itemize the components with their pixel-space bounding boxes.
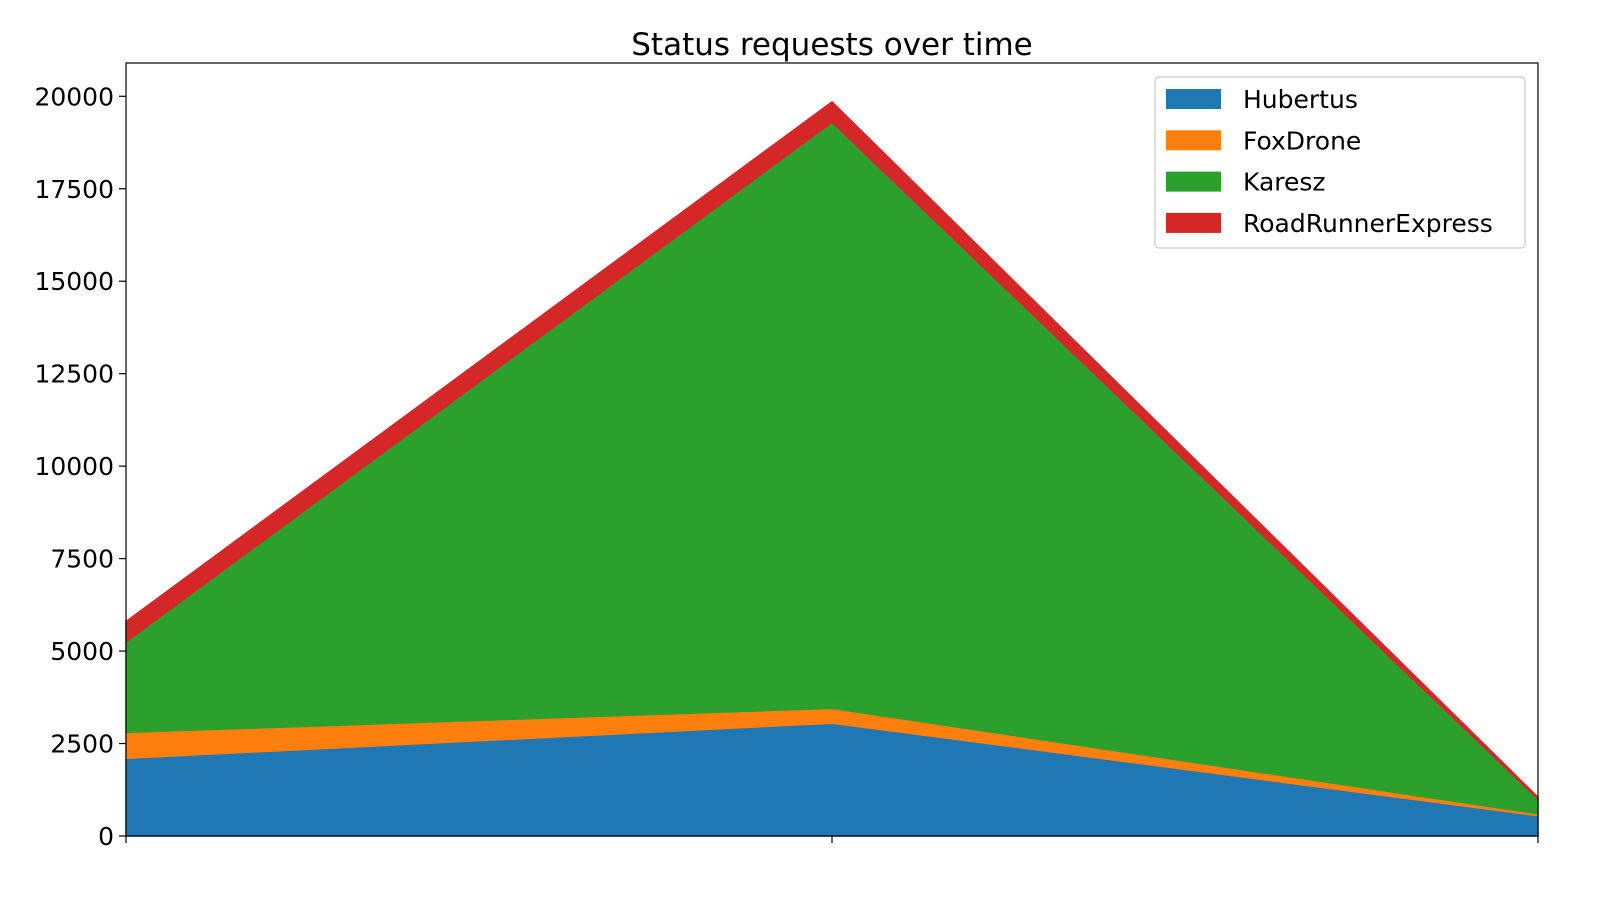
chart-title: Status requests over time — [631, 27, 1033, 63]
y-tick-label: 5000 — [50, 637, 114, 666]
y-tick-label: 2500 — [50, 730, 114, 759]
y-tick-label: 15000 — [34, 267, 114, 296]
legend-swatch-hubertus — [1166, 89, 1221, 109]
legend-label-karesz: Karesz — [1243, 168, 1326, 197]
legend-box — [1154, 76, 1526, 249]
y-tick-label: 12500 — [34, 360, 114, 389]
legend-swatch-roadrunnerexpress — [1166, 212, 1221, 233]
y-tick-label: 10000 — [34, 452, 114, 481]
legend: Hubertus FoxDrone Karesz RoadRunnerExpress — [1154, 76, 1526, 249]
legend-items: Hubertus FoxDrone Karesz RoadRunnerExpress — [1166, 85, 1493, 238]
legend-label-foxdrone: FoxDrone — [1243, 126, 1361, 155]
legend-label-roadrunnerexpress: RoadRunnerExpress — [1243, 209, 1493, 238]
legend-swatch-foxdrone — [1166, 130, 1221, 151]
y-tick-label: 7500 — [50, 545, 114, 574]
y-tick-label: 20000 — [34, 82, 114, 111]
y-tick-label: 0 — [98, 822, 114, 851]
legend-swatch-karesz — [1166, 171, 1221, 192]
legend-label-hubertus: Hubertus — [1243, 85, 1358, 114]
y-tick-label: 17500 — [34, 175, 114, 204]
y-axis: 0 2500 5000 7500 10000 12500 15000 17500 20000 — [34, 82, 126, 851]
x-axis — [125, 836, 1539, 843]
